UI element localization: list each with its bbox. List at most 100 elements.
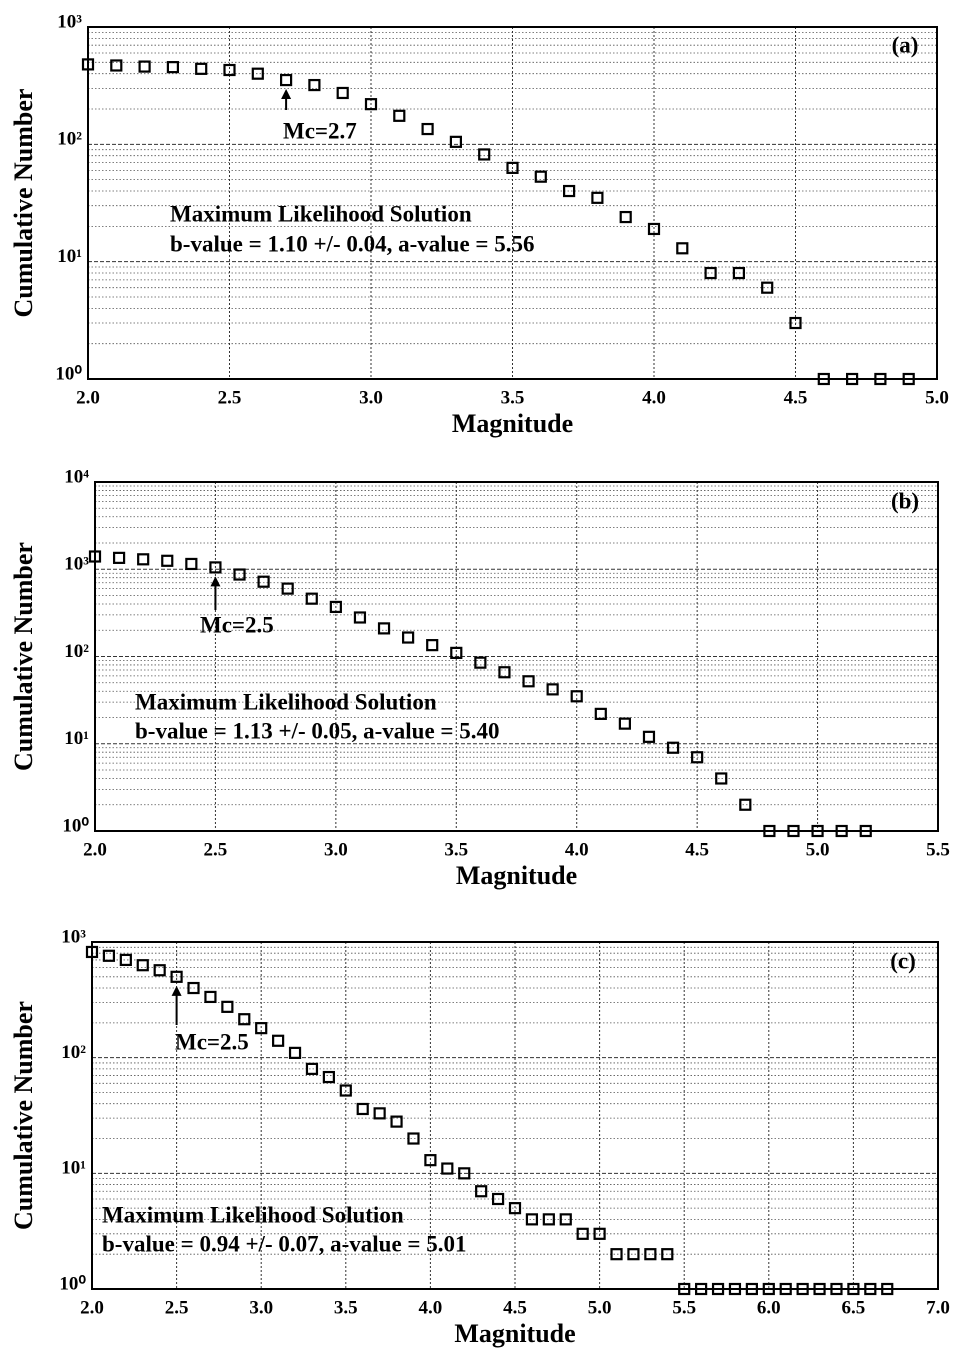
data-point: [272, 1034, 285, 1047]
data-point: [280, 73, 293, 87]
data-point: [424, 1154, 437, 1167]
data-point: [618, 717, 631, 730]
data-point: [813, 1282, 826, 1296]
panel: 10⁰ 10¹ 10² 10³ 2.0 2.5 3.0 3.5 4.0 4.5 5.0 5.5 6.0 6…: [9, 926, 950, 1348]
data-point: [305, 592, 318, 605]
arrow-head: [281, 89, 292, 100]
y-axis-title: Cumulative Number: [9, 89, 38, 318]
data-point: [593, 1227, 606, 1240]
panel: 10⁰ 10¹ 10² 10³ 2.0 2.5 3.0 3.5 4.0 4.5 5.0 Magnitu…: [9, 11, 949, 438]
data-point: [678, 1282, 691, 1296]
data-point: [845, 372, 859, 386]
arrow-head: [210, 576, 221, 587]
data-point: [576, 1227, 589, 1240]
x-tick-label: 3.0: [249, 1297, 273, 1318]
y-axis-title: Cumulative Number: [9, 1001, 38, 1230]
panel-label: (b): [891, 488, 919, 513]
data-point: [881, 1282, 894, 1296]
y-tick-label: 10²: [64, 641, 89, 662]
data-point: [402, 631, 415, 644]
data-point: [257, 575, 270, 588]
data-point: [450, 646, 463, 659]
data-point: [305, 1062, 319, 1075]
data-point: [112, 551, 126, 564]
data-point: [421, 122, 434, 136]
data-point: [336, 86, 349, 100]
data-point: [525, 1213, 539, 1226]
x-tick-label: 5.5: [672, 1297, 696, 1318]
data-point: [570, 690, 583, 703]
data-point: [610, 1248, 623, 1261]
data-point: [138, 60, 151, 73]
data-point: [874, 372, 887, 386]
data-point: [458, 1167, 471, 1180]
x-tick-label: 2.0: [80, 1297, 104, 1318]
y-tick-label: 10³: [61, 926, 86, 947]
data-point: [407, 1132, 420, 1145]
x-tick-label: 3.5: [501, 387, 525, 408]
x-tick-label: 4.0: [565, 839, 589, 860]
data-point: [661, 1248, 674, 1261]
data-point: [728, 1282, 742, 1296]
data-point: [830, 1282, 843, 1296]
data-point: [715, 772, 728, 785]
y-tick-label: 10⁰: [59, 1273, 86, 1294]
data-point: [377, 622, 391, 635]
plot-frame: [91, 941, 939, 1290]
x-tick-label: 3.5: [444, 839, 468, 860]
data-point: [102, 949, 116, 962]
data-point: [711, 1282, 725, 1296]
data-point: [185, 557, 198, 571]
data-point: [233, 568, 246, 581]
data-point: [393, 109, 406, 122]
data-point: [796, 1282, 809, 1296]
annotation: b-value = 0.94 +/- 0.07, a-value = 5.01: [102, 1231, 467, 1256]
data-point: [695, 1282, 708, 1296]
x-tick-label: 2.5: [165, 1297, 189, 1318]
data-point: [546, 683, 559, 696]
mc-label: Mc=2.7: [283, 118, 357, 143]
data-point: [88, 550, 102, 563]
annotation: Maximum Likelihood Solution: [170, 201, 472, 226]
x-axis-title: Magnitude: [452, 409, 573, 438]
y-tick-label: 10²: [57, 129, 82, 150]
data-point: [81, 58, 95, 71]
data-point: [902, 372, 915, 386]
x-tick-label: 4.5: [685, 839, 709, 860]
data-point: [787, 824, 800, 838]
x-tick-label: 5.5: [926, 839, 950, 860]
data-point: [221, 1000, 234, 1013]
data-point: [475, 1185, 488, 1198]
mc-arrow: [281, 89, 292, 110]
x-tick-label: 2.0: [76, 387, 100, 408]
data-point: [644, 1248, 657, 1261]
data-point: [835, 824, 848, 838]
x-tick-label: 5.0: [925, 387, 949, 408]
data-point: [627, 1248, 640, 1261]
data-point: [859, 824, 872, 838]
data-point: [619, 210, 632, 224]
data-point: [666, 741, 680, 754]
data-point: [373, 1107, 386, 1120]
data-point: [478, 148, 491, 161]
annotation: Maximum Likelihood Solution: [135, 689, 437, 714]
data-point: [506, 161, 519, 174]
y-tick-label: 10¹: [61, 1158, 86, 1179]
data-point: [474, 656, 487, 669]
data-point: [691, 751, 704, 764]
data-point: [322, 1070, 335, 1084]
data-point: [745, 1282, 758, 1296]
plot-frame: [87, 26, 938, 380]
y-axis-title: Cumulative Number: [9, 542, 38, 771]
data-point: [508, 1202, 522, 1215]
data-point: [209, 561, 222, 574]
mc-label: Mc=2.5: [200, 612, 274, 637]
data-point: [704, 266, 717, 280]
data-point: [761, 281, 774, 294]
data-point: [534, 170, 547, 183]
y-tick-label: 10¹: [64, 728, 89, 749]
mc-arrow: [171, 985, 182, 1025]
data-point: [591, 191, 604, 204]
x-axis-title: Magnitude: [456, 861, 577, 890]
